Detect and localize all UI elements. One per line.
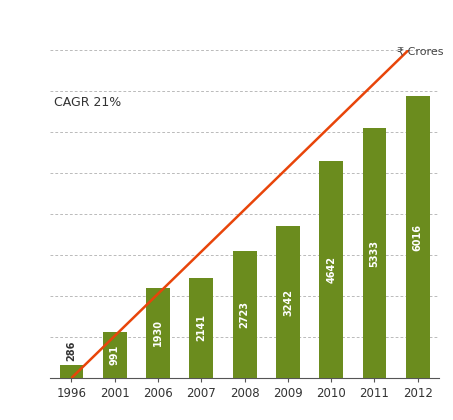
Text: Operating Cash Flow (after tax): Operating Cash Flow (after tax) (7, 12, 304, 30)
Bar (146, 288, 170, 378)
Bar (103, 332, 127, 378)
Text: 1930: 1930 (153, 319, 163, 346)
Text: 991: 991 (110, 345, 120, 365)
Text: ₹ Crores: ₹ Crores (397, 46, 444, 56)
Text: 5333: 5333 (370, 240, 380, 267)
Bar (276, 226, 300, 378)
Bar (189, 278, 213, 378)
Text: CAGR 21%: CAGR 21% (54, 96, 121, 109)
Text: 3242: 3242 (283, 289, 293, 316)
Text: 6016: 6016 (413, 224, 423, 251)
Bar (319, 161, 343, 378)
Text: 4642: 4642 (326, 256, 336, 283)
Text: 2141: 2141 (196, 315, 206, 341)
Text: 2723: 2723 (240, 301, 250, 328)
Bar (60, 365, 83, 378)
Bar (233, 251, 256, 378)
Bar (362, 129, 386, 378)
Bar (406, 97, 429, 378)
Text: 286: 286 (67, 341, 77, 361)
